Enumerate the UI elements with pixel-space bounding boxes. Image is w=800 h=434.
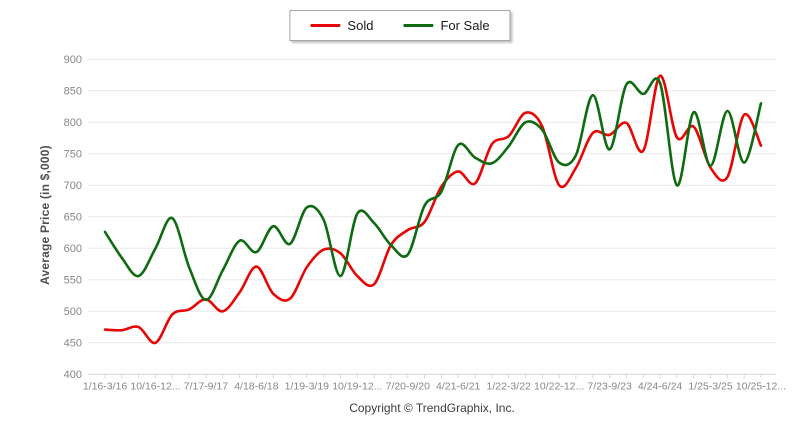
x-tick-label: 4/21-6/21: [436, 380, 481, 392]
y-axis-title: Average Price (in $,000): [38, 145, 52, 285]
y-tick-label: 450: [64, 337, 82, 349]
y-tick-label: 550: [64, 274, 82, 286]
y-tick-label: 500: [64, 306, 82, 318]
legend-item-for-sale: For Sale: [403, 18, 490, 33]
sold-line-swatch-icon: [310, 24, 341, 27]
x-tick-label: 1/19-3/19: [285, 380, 330, 392]
x-tick-label: 7/20-9/20: [386, 380, 431, 392]
sold-line: [103, 74, 763, 345]
y-tick-label: 900: [64, 54, 82, 66]
x-tick-label: 1/16-3/16: [83, 380, 128, 392]
x-tick-label: 4/24-6/24: [638, 380, 683, 392]
copyright-text: Copyright © TrendGraphix, Inc.: [349, 401, 515, 415]
x-tick-label: 4/18-6/18: [234, 380, 279, 392]
for-sale-line-swatch-icon: [403, 24, 434, 27]
x-tick-label: 10/25-12...: [736, 380, 786, 392]
x-tick-label: 10/16-12...: [130, 380, 180, 392]
x-tick-label: 10/19-12...: [332, 380, 382, 392]
x-tick-label: 10/22-12...: [534, 380, 584, 392]
legend-label-sold: Sold: [347, 18, 374, 33]
y-tick-label: 600: [64, 243, 82, 255]
y-tick-label: 800: [64, 117, 82, 129]
x-tick-label: 1/22-3/22: [487, 380, 532, 392]
chart-legend: Sold For Sale: [289, 10, 511, 41]
y-tick-label: 850: [64, 85, 82, 97]
y-tick-label: 650: [64, 211, 82, 223]
x-tick-label: 7/17-9/17: [184, 380, 229, 392]
legend-item-sold: Sold: [310, 18, 373, 33]
y-tick-label: 400: [64, 369, 82, 381]
y-tick-label: 750: [64, 148, 82, 160]
legend-label-for-sale: For Sale: [440, 18, 490, 33]
for-sale-line: [103, 77, 763, 302]
y-tick-label: 700: [64, 180, 82, 192]
x-tick-label: 1/25-3/25: [688, 380, 733, 392]
x-tick-label: 7/23-9/23: [587, 380, 632, 392]
